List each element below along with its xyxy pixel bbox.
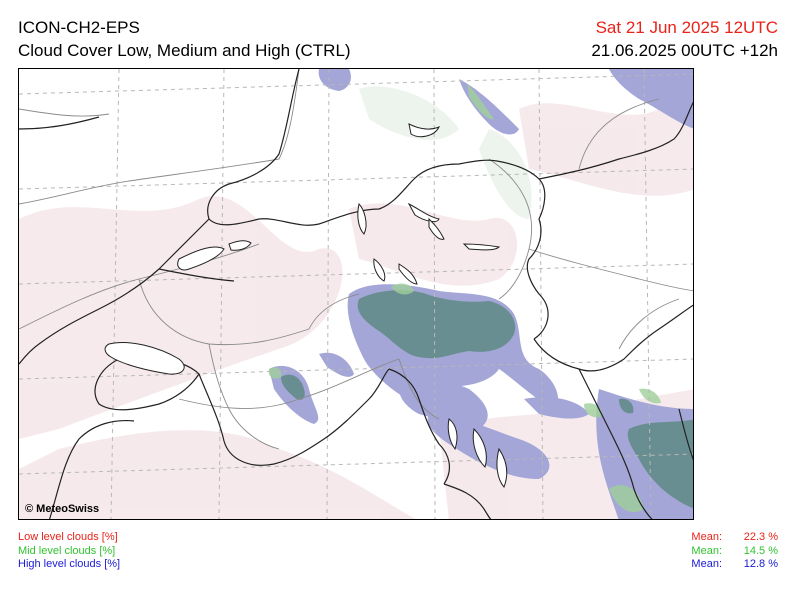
map-canvas — [19, 69, 693, 519]
valid-time: Sat 21 Jun 2025 12UTC — [595, 18, 778, 37]
mean-low-row: Mean: 22.3 % — [691, 531, 778, 545]
national-borders — [19, 69, 693, 519]
legend-low-clouds: Low level clouds [%] — [18, 531, 118, 543]
product-name: Cloud Cover Low, Medium and High (CTRL) — [18, 41, 351, 60]
cloud-cover-map[interactable]: © MeteoSwiss — [18, 68, 694, 520]
mean-low-label: Mean: — [691, 531, 722, 543]
mean-mid-label: Mean: — [691, 544, 722, 557]
title-block: ICON-CH2-EPS Cloud Cover Low, Medium and… — [18, 16, 351, 62]
copyright-label: © MeteoSwiss — [25, 503, 100, 515]
mean-low-value: 22.3 % — [743, 531, 778, 543]
mean-values: Mean: 22.3 % Mean: 14.5 % Mean: 12.8 % — [691, 531, 778, 572]
run-time: 21.06.2025 00UTC +12h — [591, 41, 778, 60]
mean-high-row: Mean: 12.8 % — [691, 558, 778, 572]
mean-high-value: 12.8 % — [743, 558, 778, 570]
coordinate-grid — [19, 69, 693, 519]
time-block: Sat 21 Jun 2025 12UTC 21.06.2025 00UTC +… — [591, 16, 778, 62]
model-name: ICON-CH2-EPS — [18, 18, 140, 37]
mid-cloud-haze — [359, 86, 532, 219]
mean-mid-value: 14.5 % — [743, 544, 778, 557]
mean-mid-row: Mean: 14.5 % — [691, 545, 778, 559]
legend-high-clouds: High level clouds [%] — [18, 558, 121, 570]
mean-high-label: Mean: — [691, 558, 722, 570]
mid-level-clouds — [268, 84, 661, 513]
mixed-cloud-cores — [281, 290, 693, 509]
legend: Low level clouds [%] Mid level clouds [%… — [18, 531, 120, 572]
lakes — [104, 123, 508, 488]
regional-borders — [19, 69, 693, 450]
legend-mid-clouds: Mid level clouds [%] — [18, 544, 116, 557]
